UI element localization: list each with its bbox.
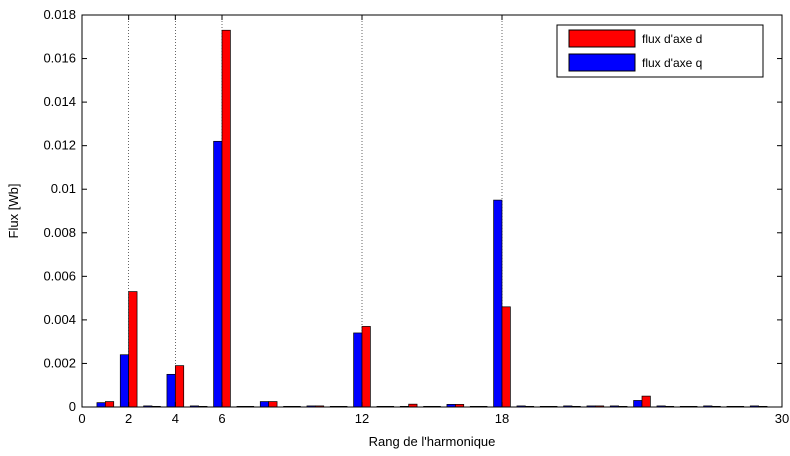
bar bbox=[493, 199, 503, 408]
bars bbox=[96, 29, 768, 408]
x-axis-label: Rang de l'harmonique bbox=[369, 434, 496, 449]
y-tick-label: 0.018 bbox=[43, 7, 76, 22]
bar bbox=[259, 401, 270, 408]
x-tick-label: 18 bbox=[495, 411, 509, 426]
plot-frame bbox=[81, 14, 783, 408]
bar bbox=[633, 400, 643, 408]
legend-swatch-q bbox=[568, 53, 636, 72]
y-axis-label: Flux [Wb] bbox=[6, 184, 21, 239]
x-tick-label: 4 bbox=[172, 411, 179, 426]
bar bbox=[353, 332, 363, 408]
x-tick-label: 0 bbox=[78, 411, 85, 426]
bar bbox=[221, 29, 231, 408]
bar bbox=[501, 306, 511, 408]
y-tick-label: 0.014 bbox=[43, 94, 76, 109]
legend: flux d'axe d flux d'axe q bbox=[556, 24, 764, 78]
bar bbox=[641, 395, 651, 408]
y-tick-label: 0.016 bbox=[43, 51, 76, 66]
y-tick-label: 0.006 bbox=[43, 268, 76, 283]
y-tick-label: 0.01 bbox=[51, 181, 76, 196]
bar bbox=[96, 402, 106, 408]
bar bbox=[128, 291, 138, 408]
bar bbox=[361, 326, 371, 408]
tick-labels: 0 2 4 6 12 18 30 0 0.002 0.004 0.006 0.008 0.01 0.012… bbox=[43, 7, 789, 426]
y-tick-label: 0 bbox=[69, 399, 76, 414]
bar bbox=[268, 401, 278, 408]
legend-label-d: flux d'axe d bbox=[642, 32, 702, 46]
x-tick-label: 6 bbox=[218, 411, 225, 426]
x-tick-label: 12 bbox=[355, 411, 369, 426]
bar bbox=[104, 401, 115, 408]
bar bbox=[119, 354, 130, 408]
legend-swatch-d bbox=[568, 29, 636, 48]
y-tick-label: 0.008 bbox=[43, 225, 76, 240]
x-tick-label: 30 bbox=[775, 411, 789, 426]
bar bbox=[213, 140, 223, 408]
y-tick-label: 0.012 bbox=[43, 138, 76, 153]
bar bbox=[166, 373, 176, 408]
y-tick-label: 0.002 bbox=[43, 355, 76, 370]
legend-label-q: flux d'axe q bbox=[642, 56, 702, 70]
bar bbox=[174, 365, 185, 408]
x-tick-label: 2 bbox=[125, 411, 132, 426]
ticks bbox=[81, 14, 783, 408]
y-tick-label: 0.004 bbox=[43, 312, 76, 327]
